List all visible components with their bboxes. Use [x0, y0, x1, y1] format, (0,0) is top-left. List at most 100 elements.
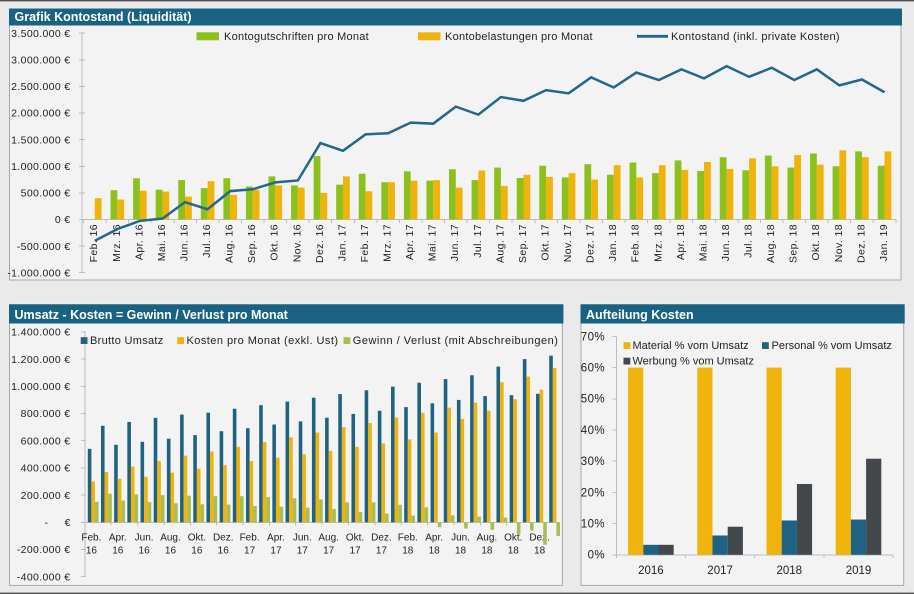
- svg-text:Kontogutschriften pro Monat: Kontogutschriften pro Monat: [224, 31, 369, 43]
- svg-text:18: 18: [402, 546, 414, 557]
- svg-text:2.500.000 €: 2.500.000 €: [11, 81, 70, 93]
- svg-text:Jan. 17: Jan. 17: [336, 224, 348, 261]
- svg-text:17: 17: [376, 546, 388, 557]
- svg-text:Okt. 18: Okt. 18: [810, 224, 822, 261]
- svg-text:Apr.: Apr.: [267, 533, 285, 544]
- svg-text:Dez.: Dez.: [371, 533, 392, 544]
- svg-text:Mrz. 16: Mrz. 16: [111, 224, 123, 262]
- svg-text:200.000 €: 200.000 €: [21, 490, 71, 502]
- svg-text:0 €: 0 €: [55, 214, 71, 226]
- svg-text:2018: 2018: [777, 565, 803, 577]
- svg-text:17: 17: [244, 546, 256, 557]
- svg-text:Feb.: Feb.: [398, 533, 418, 544]
- svg-text:Okt. 17: Okt. 17: [539, 224, 551, 261]
- svg-text:Jun.: Jun.: [293, 533, 312, 544]
- svg-text:Dez. 16: Dez. 16: [314, 224, 326, 263]
- svg-text:Nov. 16: Nov. 16: [291, 224, 303, 262]
- svg-text:Feb.: Feb.: [240, 533, 260, 544]
- svg-text:Aug. 18: Aug. 18: [765, 224, 777, 263]
- svg-text:20%: 20%: [581, 487, 605, 499]
- svg-text:Feb. 16: Feb. 16: [88, 224, 100, 262]
- svg-text:Personal % vom Umsatz: Personal % vom Umsatz: [772, 340, 892, 352]
- svg-text:Dez. 17: Dez. 17: [585, 224, 597, 263]
- svg-text:30%: 30%: [581, 456, 605, 468]
- svg-text:16: 16: [139, 546, 151, 557]
- svg-text:1.400.000 €: 1.400.000 €: [11, 327, 70, 339]
- svg-text:2016: 2016: [638, 565, 664, 577]
- svg-text:Nov. 17: Nov. 17: [562, 224, 574, 262]
- svg-text:2019: 2019: [846, 565, 872, 577]
- svg-text:Dez.: Dez.: [529, 533, 550, 544]
- svg-text:Werbung % vom Umsatz: Werbung % vom Umsatz: [633, 356, 754, 368]
- svg-text:Sep. 16: Sep. 16: [246, 224, 258, 263]
- svg-text:Okt.: Okt.: [188, 533, 206, 544]
- svg-text:16: 16: [191, 546, 203, 557]
- svg-text:Apr. 16: Apr. 16: [133, 224, 145, 260]
- svg-text:Jun. 16: Jun. 16: [178, 224, 190, 261]
- svg-text:16: 16: [165, 546, 177, 557]
- svg-text:Umsatz - Kosten = Gewinn / Ver: Umsatz - Kosten = Gewinn / Verlust pro M…: [15, 308, 289, 322]
- svg-text:-500.000 €: -500.000 €: [17, 241, 71, 253]
- svg-text:Brutto Umsatz: Brutto Umsatz: [90, 335, 164, 347]
- svg-text:Gewinn / Verlust (mit Abschrei: Gewinn / Verlust (mit Abschreibungen): [353, 335, 559, 347]
- svg-text:50%: 50%: [581, 394, 605, 406]
- svg-text:Mai. 18: Mai. 18: [697, 224, 709, 261]
- svg-text:1.200.000 €: 1.200.000 €: [11, 354, 70, 366]
- svg-text:Aug.: Aug.: [477, 533, 498, 544]
- svg-text:400.000 €: 400.000 €: [21, 463, 71, 475]
- svg-text:Aufteilung Kosten: Aufteilung Kosten: [586, 308, 694, 322]
- svg-text:18: 18: [534, 546, 546, 557]
- svg-text:-1.000.000 €: -1.000.000 €: [7, 267, 70, 279]
- svg-text:Dez. 18: Dez. 18: [855, 224, 867, 263]
- svg-text:2017: 2017: [707, 565, 733, 577]
- svg-text:Apr.: Apr.: [109, 533, 127, 544]
- svg-text:-200.000 €: -200.000 €: [17, 544, 71, 556]
- svg-text:Jun.: Jun.: [451, 533, 470, 544]
- svg-text:Aug.: Aug.: [318, 533, 339, 544]
- svg-text:Jun.: Jun.: [135, 533, 154, 544]
- svg-text:Aug. 16: Aug. 16: [224, 224, 236, 263]
- svg-text:-400.000 €: -400.000 €: [17, 571, 71, 583]
- svg-text:Grafik Kontostand (Liquidität): Grafik Kontostand (Liquidität): [15, 10, 192, 24]
- svg-text:Apr. 17: Apr. 17: [404, 224, 416, 260]
- svg-text:17: 17: [297, 546, 309, 557]
- svg-text:Aug. 17: Aug. 17: [494, 224, 506, 263]
- svg-text:0%: 0%: [588, 550, 605, 562]
- svg-text:Kontostand (inkl. private Kost: Kontostand (inkl. private Kosten): [671, 31, 840, 43]
- svg-text:Mrz. 18: Mrz. 18: [652, 224, 664, 262]
- svg-text:18: 18: [508, 546, 520, 557]
- svg-text:Jun. 18: Jun. 18: [720, 224, 732, 261]
- svg-text:Jun. 17: Jun. 17: [449, 224, 461, 261]
- svg-text:Mai. 16: Mai. 16: [156, 224, 168, 261]
- svg-text:3.500.000 €: 3.500.000 €: [11, 28, 70, 40]
- svg-text:1.000.000 €: 1.000.000 €: [11, 381, 70, 393]
- svg-text:2.000.000 €: 2.000.000 €: [11, 108, 70, 120]
- svg-text:Sep. 18: Sep. 18: [788, 224, 800, 263]
- svg-text:Nov. 18: Nov. 18: [833, 224, 845, 262]
- svg-text:16: 16: [112, 546, 124, 557]
- svg-text:17: 17: [270, 546, 282, 557]
- svg-text:Material % vom Umsatz: Material % vom Umsatz: [633, 340, 749, 352]
- svg-text:-: -: [45, 517, 49, 529]
- svg-text:3.000.000 €: 3.000.000 €: [11, 55, 70, 67]
- svg-text:Jan. 19: Jan. 19: [878, 224, 890, 261]
- svg-text:17: 17: [323, 546, 335, 557]
- svg-text:18: 18: [429, 546, 441, 557]
- svg-text:Okt.: Okt.: [504, 533, 522, 544]
- svg-text:Apr. 18: Apr. 18: [675, 224, 687, 260]
- svg-text:500.000 €: 500.000 €: [21, 188, 71, 200]
- svg-text:Kosten pro Monat (exkl. Ust): Kosten pro Monat (exkl. Ust): [187, 335, 339, 347]
- svg-text:Mai. 17: Mai. 17: [427, 224, 439, 261]
- svg-text:Feb.: Feb.: [81, 533, 101, 544]
- svg-text:Jul. 18: Jul. 18: [743, 224, 755, 258]
- svg-text:800.000 €: 800.000 €: [21, 408, 71, 420]
- svg-text:17: 17: [349, 546, 361, 557]
- svg-text:18: 18: [455, 546, 467, 557]
- svg-text:40%: 40%: [581, 425, 605, 437]
- svg-text:Mrz. 17: Mrz. 17: [382, 224, 394, 262]
- svg-text:16: 16: [86, 546, 98, 557]
- svg-text:Sep. 17: Sep. 17: [517, 224, 529, 263]
- svg-text:Jul. 17: Jul. 17: [472, 224, 484, 258]
- svg-text:Jan. 18: Jan. 18: [607, 224, 619, 261]
- svg-text:Aug.: Aug.: [160, 533, 181, 544]
